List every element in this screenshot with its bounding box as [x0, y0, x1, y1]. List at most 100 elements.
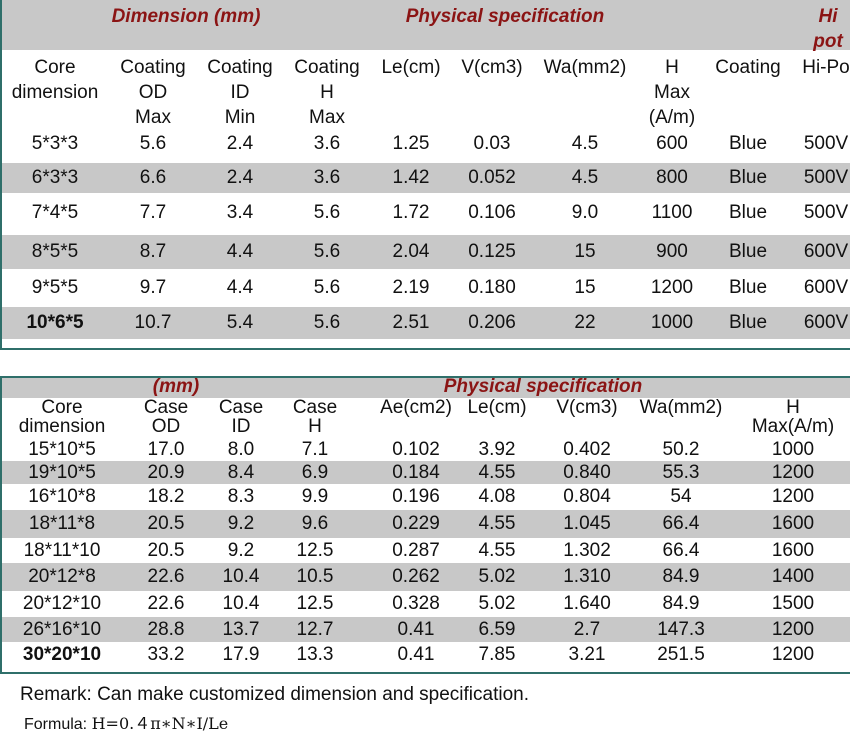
table-cell: 22.6 [147, 593, 185, 614]
table-cell: Blue [728, 202, 768, 223]
table-cell: 15 [574, 241, 596, 262]
table-cell: 600 [656, 133, 688, 154]
group-title-dimension: (mm) [152, 376, 200, 397]
table-cell: 50.2 [662, 438, 700, 460]
table-cell: 3.4 [226, 202, 254, 223]
table-cell: 1.25 [392, 133, 430, 154]
table-cell: 600V [803, 277, 849, 298]
table-cell: 1400 [771, 566, 815, 587]
table-cell: 2.4 [226, 167, 254, 188]
table-cell: 2.4 [226, 133, 254, 154]
column-header: Hi-Po [802, 55, 850, 80]
table-cell: 8.4 [227, 461, 255, 483]
table-cell: 7.7 [139, 202, 167, 223]
column-header-line: Max [654, 82, 690, 103]
table-row: 18*11*8 20.5 9.2 9.6 0.229 4.55 1.045 66.4 1600 [0, 510, 850, 538]
table-row: 9*5*5 9.7 4.4 5.6 2.19 0.180 15 1200 Blue 600V [0, 272, 850, 304]
table-cell: 7.85 [478, 644, 516, 665]
table-cell: 5.6 [313, 312, 341, 333]
table-cell: 15*10*5 [28, 438, 96, 460]
column-header-line: ID [230, 82, 250, 103]
table-cell: 26*16*10 [22, 618, 102, 640]
group-title-hipot-2: pot [813, 31, 843, 52]
table-cell: 0.41 [397, 644, 435, 665]
table-cell: 1.42 [392, 167, 430, 188]
column-header-line: V(cm3) [461, 57, 523, 78]
table-cell: 5.6 [313, 241, 341, 262]
table-cell: 1200 [771, 486, 815, 507]
table-cell: 9.0 [571, 202, 599, 223]
group-header-band [0, 0, 850, 50]
table-cell: 6.9 [301, 461, 329, 483]
column-header: Coating OD Max [120, 55, 186, 130]
table-row: 7*4*5 7.7 3.4 5.6 1.72 0.106 9.0 1100 Blue 500V [0, 196, 850, 230]
table-cell: 900 [656, 241, 688, 262]
table-cell: 4.55 [478, 461, 516, 483]
table-cell: 4.5 [571, 167, 599, 188]
table-cell: 0.03 [473, 133, 511, 154]
group-title-physical: Physical specification [443, 376, 643, 397]
table-cell: 6*3*3 [31, 167, 79, 188]
table-cell: 0.180 [468, 277, 516, 298]
column-header: Case ID [219, 398, 263, 436]
table-cell: 20*12*10 [22, 593, 102, 614]
table-cell: 5.4 [226, 312, 254, 333]
table-border-left [0, 0, 2, 350]
table-cell: Blue [728, 277, 768, 298]
table-cell: 5.02 [478, 593, 516, 614]
column-header: Core dimension [19, 398, 106, 436]
table-cell: 7.1 [301, 438, 329, 460]
table-cell: 9*5*5 [31, 277, 79, 298]
column-header-line: H [665, 57, 679, 78]
table-cell: 0.206 [468, 312, 516, 333]
column-header-line: Coating [120, 57, 186, 78]
column-header-line: H [320, 82, 334, 103]
table-cell: 3.92 [478, 438, 516, 460]
column-header-line: Max [135, 107, 171, 128]
table-cell: 5*3*3 [31, 133, 79, 154]
column-header-line: Wa(mm2) [639, 397, 723, 418]
column-header-line: Hi-Po [802, 57, 850, 78]
column-header-line: Ae(cm2) [380, 397, 452, 418]
column-header-line: dimension [11, 82, 99, 103]
column-header: Core dimension [12, 55, 99, 105]
column-header: Coating [715, 55, 781, 80]
table-cell: 10.7 [134, 312, 172, 333]
table-cell: 9.7 [139, 277, 167, 298]
column-header-line: Wa(mm2) [543, 57, 627, 78]
table-cell: 0.102 [392, 438, 440, 460]
column-header-line: dimension [18, 416, 106, 437]
table-row: 18*11*10 20.5 9.2 12.5 0.287 4.55 1.302 66.4 160… [0, 538, 850, 563]
table-cell: 2.19 [392, 277, 430, 298]
column-header: Wa(mm2) [640, 398, 723, 417]
table-cell: 84.9 [662, 593, 700, 614]
column-header: Case OD [144, 398, 188, 436]
table-cell: 10.4 [222, 566, 260, 587]
column-header: H Max (A/m) [649, 55, 695, 130]
table-cell: 18.2 [147, 486, 185, 507]
table-cell: 5.6 [313, 202, 341, 223]
table-cell: 8.0 [227, 438, 255, 460]
table-row: 26*16*10 28.8 13.7 12.7 0.41 6.59 2.7 147.3 1200 [0, 617, 850, 642]
table-cell: 600V [803, 312, 849, 333]
table-row: 8*5*5 8.7 4.4 5.6 2.04 0.125 15 900 Blue 600V [0, 235, 850, 269]
table-cell: Blue [728, 312, 768, 333]
table-row: 10*6*5 10.7 5.4 5.6 2.51 0.206 22 1000 Blue 600V [0, 307, 850, 339]
table-cell: 0.052 [468, 167, 516, 188]
table-cell: 0.41 [397, 618, 435, 640]
group-title-physical: Physical specification [405, 6, 605, 27]
table-cell: 33.2 [147, 644, 185, 665]
table-cell: 10.5 [296, 566, 334, 587]
table-cell: 3.6 [313, 133, 341, 154]
table-cell: 1.045 [563, 513, 611, 534]
table-cell: 84.9 [662, 566, 700, 587]
column-header-line: Le(cm) [467, 397, 527, 418]
table-cell: 66.4 [662, 513, 700, 534]
remark-text: Remark: Can make customized dimension an… [20, 684, 530, 705]
table-border-left [0, 376, 2, 674]
table-cell: 500V [803, 133, 849, 154]
table-cell: 4.08 [478, 486, 516, 507]
table-cell: 10*6*5 [26, 312, 84, 333]
table-cell: 5.6 [313, 277, 341, 298]
table-row: 20*12*8 22.6 10.4 10.5 0.262 5.02 1.310 84.9 140… [0, 563, 850, 591]
